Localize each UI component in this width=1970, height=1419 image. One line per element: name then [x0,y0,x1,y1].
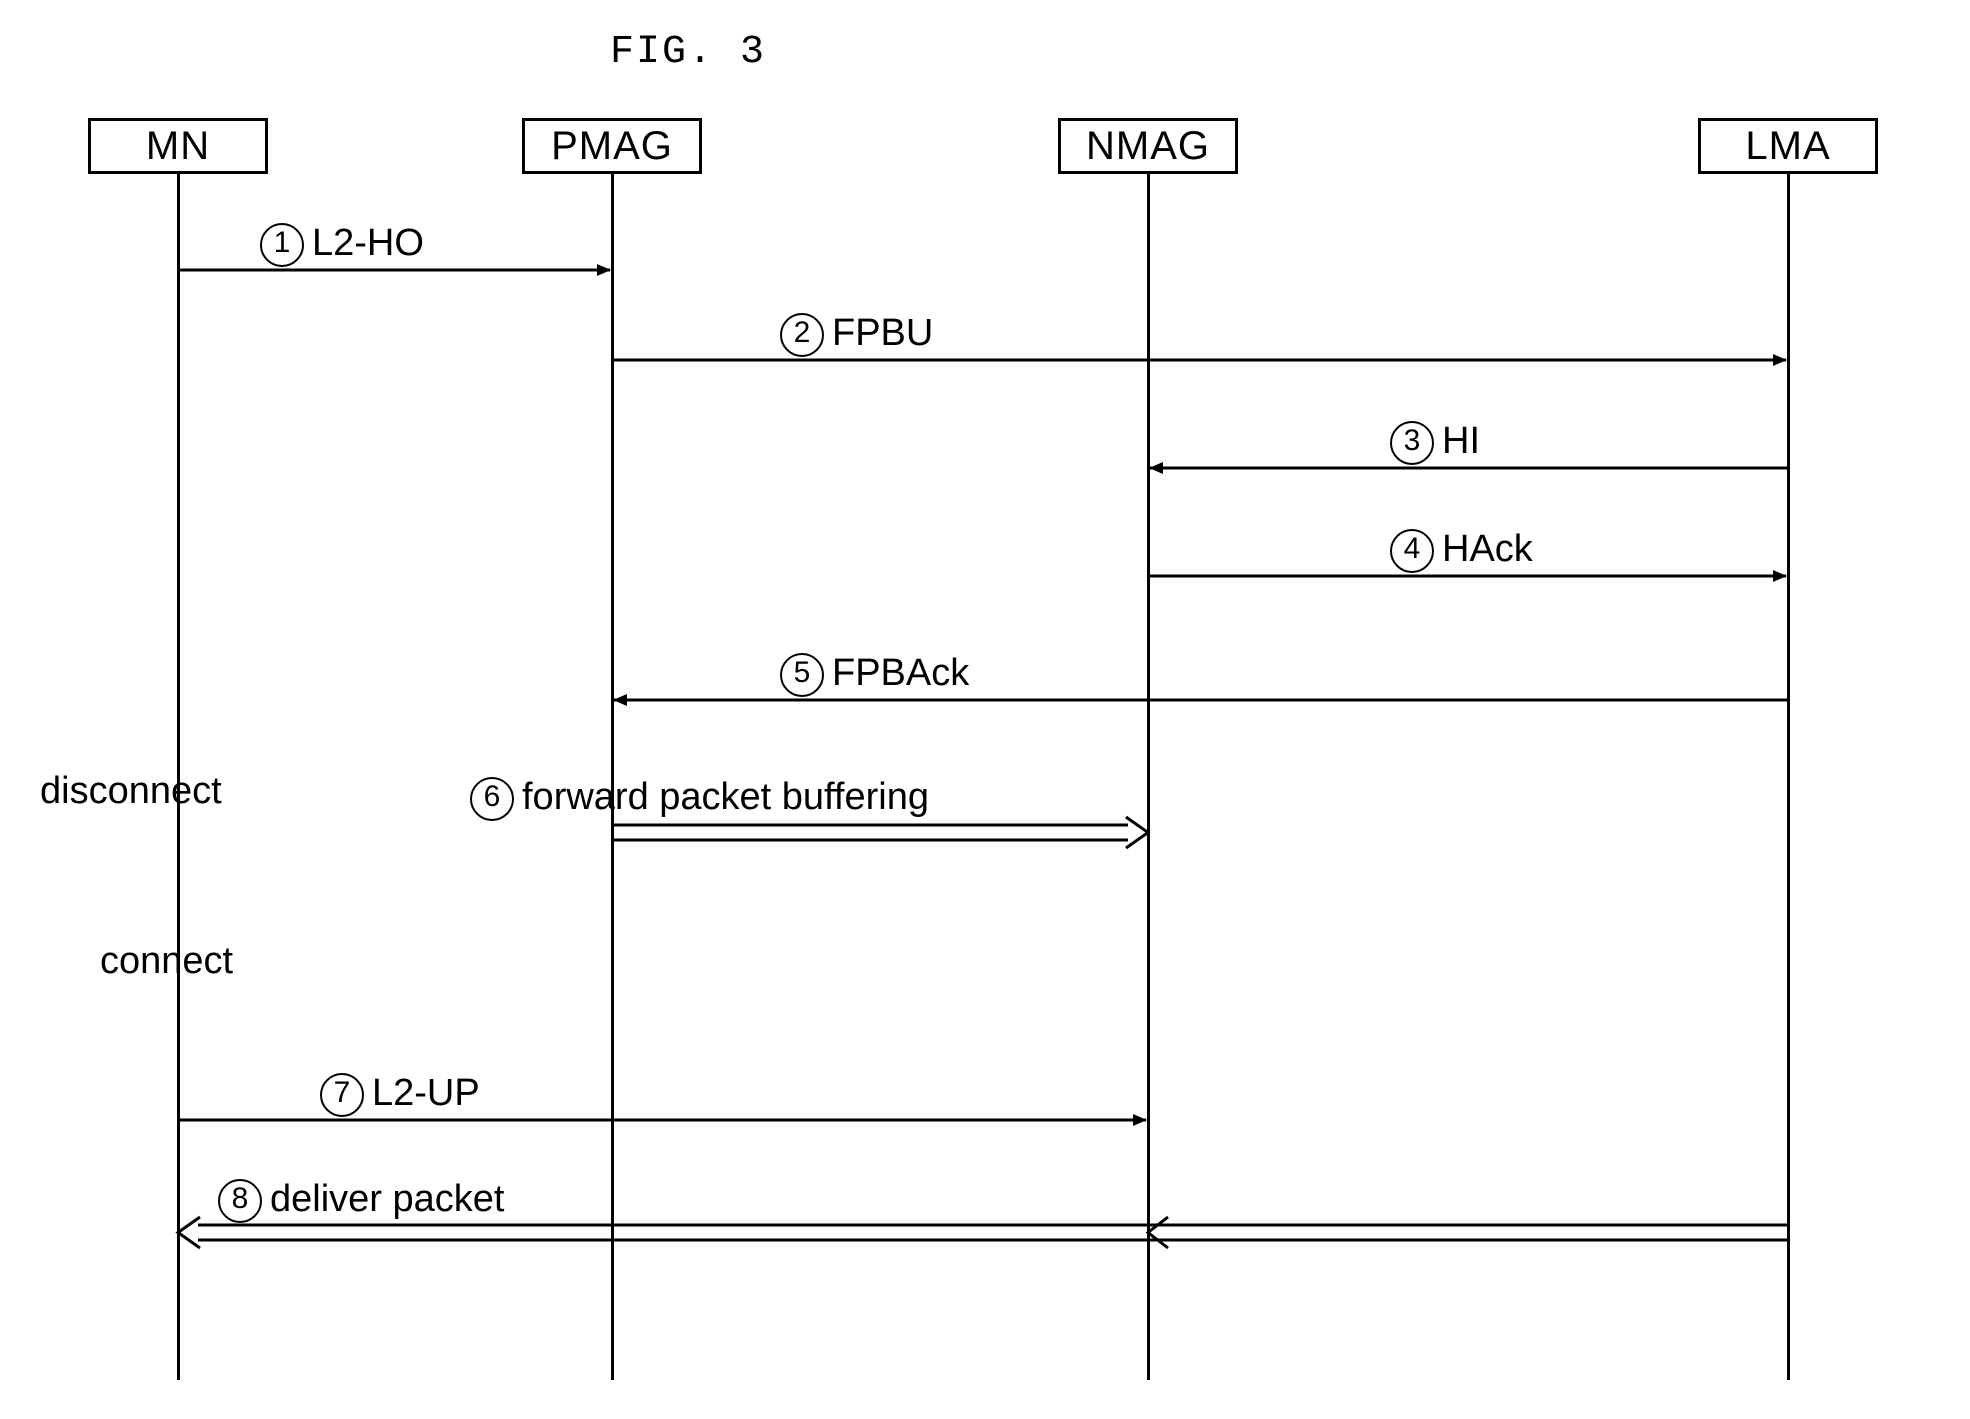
step-number-icon: 2 [780,313,824,357]
msg-text: HI [1442,420,1480,462]
state-connect: connect [100,940,233,983]
msg-label-7: 7L2-UP [320,1072,480,1117]
msg-label-2: 2FPBU [780,312,933,357]
step-number-icon: 3 [1390,421,1434,465]
msg-label-8: 8deliver packet [218,1178,504,1223]
msg-text: FPBU [832,312,933,354]
msg-label-3: 3HI [1390,420,1480,465]
step-number-icon: 7 [320,1073,364,1117]
msg-text: FPBAck [832,652,969,694]
step-number-icon: 1 [260,223,304,267]
msg-label-4: 4HAck [1390,528,1533,573]
arrow-deliver-left-head [178,1217,200,1248]
msg-text: deliver packet [270,1178,504,1220]
step-number-icon: 8 [218,1179,262,1223]
state-disconnect: disconnect [40,770,222,813]
msg-label-1: 1L2-HO [260,222,424,267]
sequence-diagram: FIG. 3 MN PMAG NMAG LMA [0,0,1970,1419]
step-number-icon: 4 [1390,529,1434,573]
msg-text: HAck [1442,528,1533,570]
msg-label-5: 5FPBAck [780,652,969,697]
step-number-icon: 5 [780,653,824,697]
step-number-icon: 6 [470,777,514,821]
arrow-deliver-right-head [1148,1217,1168,1248]
msg-text: forward packet buffering [522,776,929,818]
msg-text: L2-HO [312,222,424,264]
msg-label-6: 6forward packet buffering [470,776,929,821]
msg-text: L2-UP [372,1072,480,1114]
arrow-fwd-pkt-head [1126,817,1148,848]
